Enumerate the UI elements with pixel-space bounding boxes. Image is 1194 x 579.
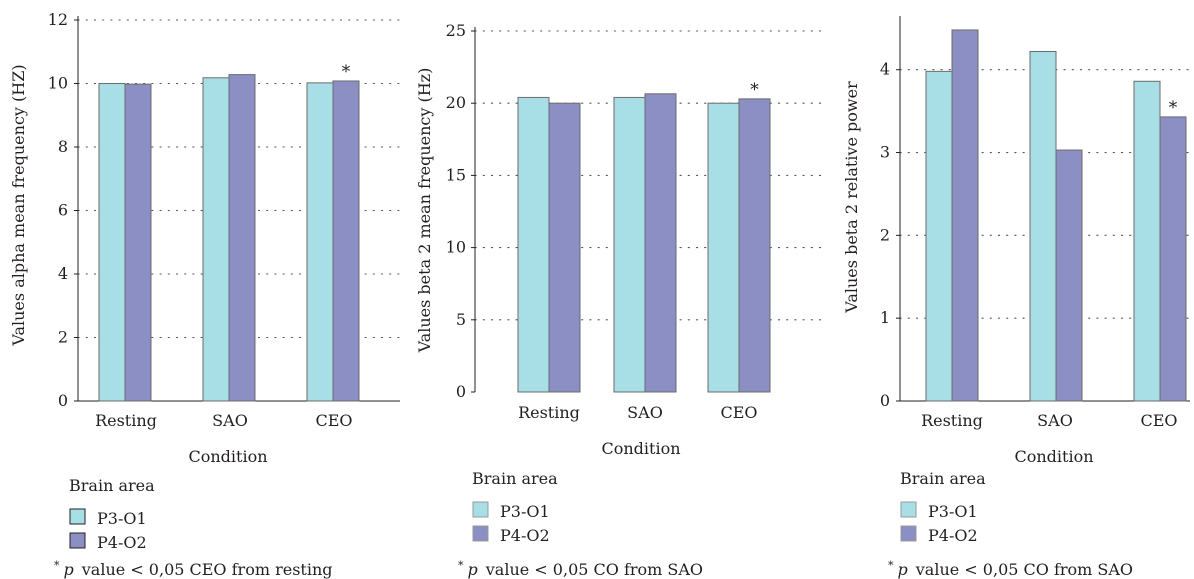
x-tick-label: SAO [627, 403, 663, 422]
y-tick-label: 0 [58, 391, 68, 410]
y-tick-label: 25 [446, 21, 466, 40]
bar-p4-o2-ceo [738, 98, 771, 393]
legend-swatch-p4-o2 [900, 525, 917, 542]
x-tick-label: Resting [921, 411, 983, 430]
y-axis-label: Values alpha mean frequency (HZ) [9, 64, 28, 346]
legend-swatch-p3-o1 [472, 501, 489, 518]
legend-label: P3-O1 [500, 502, 550, 521]
x-tick-label: Resting [95, 411, 157, 430]
bar-p3-o1-ceo [707, 102, 740, 393]
footnote-p: p [468, 560, 478, 579]
bar-p3-o1-sao [202, 77, 230, 402]
footnote-symbol: * [54, 559, 60, 572]
y-tick-label: 0 [456, 382, 466, 401]
y-tick-label: 12 [48, 10, 68, 29]
y-tick-label: 20 [446, 93, 466, 112]
bar-p3-o1-ceo [1133, 80, 1161, 402]
y-tick-label: 10 [48, 74, 68, 93]
bar-p3-o1-sao [613, 96, 646, 393]
legend: Brain area P3-O1 P4-O2 [69, 476, 155, 552]
x-tick-label: SAO [212, 411, 248, 430]
legend-title: Brain area [472, 469, 558, 488]
legend-title: Brain area [900, 469, 986, 488]
bar-p4-o2-resting [124, 83, 152, 402]
footnote: * p value < 0,05 CEO from resting [54, 559, 333, 579]
legend-label: P4-O2 [928, 526, 978, 545]
y-tick-label: 4 [880, 60, 890, 79]
legend-title: Brain area [69, 476, 155, 495]
significance-marker: * [750, 80, 759, 100]
x-tick-label: CEO [720, 403, 757, 422]
legend: Brain area P3-O1 P4-O2 [900, 469, 986, 545]
legend-label: P3-O1 [97, 509, 147, 528]
x-tick-label: CEO [315, 411, 352, 430]
x-tick-label: CEO [1140, 411, 1177, 430]
bar-p3-o1-resting [98, 83, 126, 402]
y-tick-label: 10 [446, 238, 466, 257]
y-tick-label: 1 [880, 308, 890, 327]
significance-marker: * [1169, 98, 1178, 118]
bar-p4-o2-resting [548, 102, 581, 393]
y-tick-label: 2 [58, 328, 68, 347]
legend-label: P4-O2 [500, 526, 550, 545]
x-axis-label: Condition [1014, 447, 1093, 466]
legend-label: P3-O1 [928, 502, 978, 521]
footnote-symbol: * [888, 559, 894, 572]
bar-p4-o2-sao [644, 93, 677, 393]
bar-p3-o1-resting [925, 70, 953, 402]
footnote-p: p [64, 560, 74, 579]
y-tick-label: 15 [446, 165, 466, 184]
significance-marker: * [342, 62, 351, 82]
y-axis-label: Values beta 2 mean frequency (Hz) [415, 68, 434, 354]
x-tick-label: Resting [518, 403, 580, 422]
footnote: * p value < 0,05 CO from SAO [888, 559, 1133, 579]
x-axis-label: Condition [601, 439, 680, 458]
y-tick-label: 8 [58, 137, 68, 156]
legend-swatch-p3-o1 [69, 508, 86, 525]
chart-panel-1: 0 2 4 6 8 10 12 * Resting SAO CEO Condition Values a… [9, 10, 401, 579]
bar-p3-o1-ceo [306, 82, 334, 402]
bar-p4-o2-sao [228, 74, 256, 402]
y-tick-label: 0 [880, 391, 890, 410]
bar-p3-o1-sao [1029, 50, 1057, 402]
footnote: * p value < 0,05 CO from SAO [458, 559, 703, 579]
footnote-text: value < 0,05 CEO from resting [81, 560, 333, 579]
footnote-symbol: * [458, 559, 464, 572]
y-tick-label: 6 [58, 201, 68, 220]
footnote-p: p [898, 560, 908, 579]
legend-swatch-p4-o2 [472, 525, 489, 542]
x-axis-label: Condition [188, 447, 267, 466]
y-tick-label: 3 [880, 143, 890, 162]
footnote-text: value < 0,05 CO from SAO [485, 560, 703, 579]
y-tick-label: 4 [58, 264, 68, 283]
chart-panel-2: 0 5 10 15 20 25 * Resting SAO CEO Condition Values … [415, 21, 826, 579]
legend-swatch-p4-o2 [69, 532, 86, 549]
legend-swatch-p3-o1 [900, 501, 917, 518]
y-axis-label: Values beta 2 relative power [842, 81, 861, 314]
bar-p4-o2-resting [951, 29, 979, 402]
chart-panel-3: 0 1 2 3 4 * Resting SAO CEO Condition Values beta … [842, 16, 1191, 579]
legend: Brain area P3-O1 P4-O2 [472, 469, 558, 545]
x-tick-label: SAO [1037, 411, 1073, 430]
footnote-text: value < 0,05 CO from SAO [915, 560, 1133, 579]
bar-p3-o1-resting [517, 96, 550, 393]
bar-p4-o2-ceo [332, 80, 360, 402]
bar-p4-o2-ceo [1159, 116, 1187, 402]
y-tick-label: 5 [456, 310, 466, 329]
y-tick-label: 2 [880, 225, 890, 244]
bar-p4-o2-sao [1055, 149, 1083, 402]
legend-label: P4-O2 [97, 533, 147, 552]
